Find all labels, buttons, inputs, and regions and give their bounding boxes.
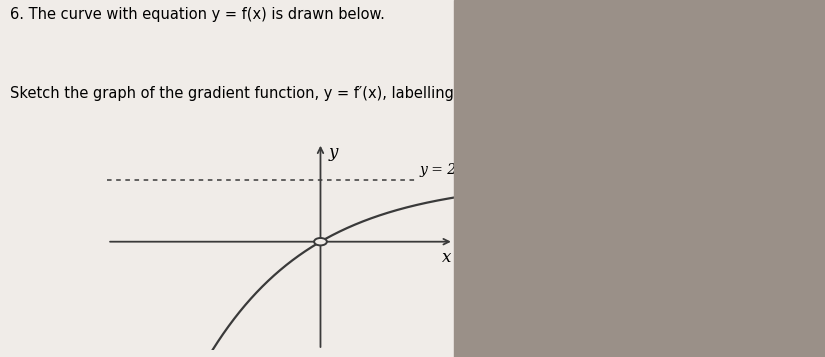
Text: x: x: [441, 250, 451, 266]
Text: y: y: [328, 144, 338, 161]
Text: Sketch the graph of the gradient function, y = f′(x), labelling the equation of : Sketch the graph of the gradient functio…: [10, 86, 693, 101]
Text: y = 2: y = 2: [419, 164, 456, 177]
Circle shape: [314, 238, 327, 245]
Text: 6. The curve with equation y = f(x) is drawn below.: 6. The curve with equation y = f(x) is d…: [10, 7, 384, 22]
